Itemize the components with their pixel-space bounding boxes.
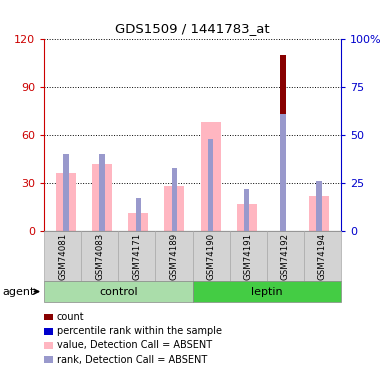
- Bar: [201, 122, 221, 231]
- Text: agent: agent: [2, 286, 34, 297]
- Title: GDS1509 / 1441783_at: GDS1509 / 1441783_at: [115, 22, 270, 35]
- Text: GSM74190: GSM74190: [206, 232, 216, 279]
- Bar: [128, 213, 148, 231]
- Bar: [280, 114, 286, 231]
- Text: control: control: [99, 286, 138, 297]
- Bar: [172, 168, 177, 231]
- Text: GSM74083: GSM74083: [95, 232, 104, 280]
- Text: leptin: leptin: [251, 286, 283, 297]
- Bar: [164, 186, 184, 231]
- Text: GSM74189: GSM74189: [169, 232, 179, 279]
- Text: value, Detection Call = ABSENT: value, Detection Call = ABSENT: [57, 340, 212, 350]
- Bar: [92, 164, 112, 231]
- Bar: [244, 189, 249, 231]
- Text: rank, Detection Call = ABSENT: rank, Detection Call = ABSENT: [57, 355, 207, 364]
- Bar: [56, 173, 76, 231]
- Bar: [136, 198, 141, 231]
- Text: GSM74194: GSM74194: [318, 232, 327, 279]
- Bar: [99, 154, 105, 231]
- Bar: [237, 204, 257, 231]
- Text: GSM74192: GSM74192: [281, 232, 290, 279]
- Bar: [316, 181, 322, 231]
- Bar: [309, 196, 329, 231]
- Text: count: count: [57, 312, 85, 322]
- Text: GSM74081: GSM74081: [58, 232, 67, 280]
- Bar: [280, 56, 286, 231]
- Text: percentile rank within the sample: percentile rank within the sample: [57, 326, 222, 336]
- Text: GSM74191: GSM74191: [244, 232, 253, 279]
- Text: GSM74171: GSM74171: [132, 232, 141, 280]
- Bar: [208, 139, 213, 231]
- Bar: [63, 154, 69, 231]
